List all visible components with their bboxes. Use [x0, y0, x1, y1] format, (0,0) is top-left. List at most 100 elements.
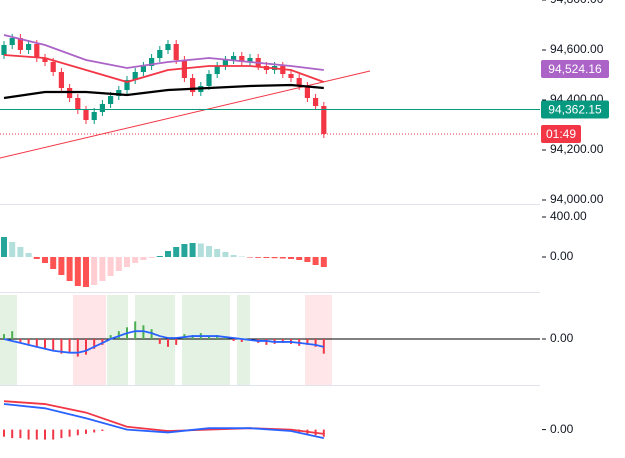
candle-body — [124, 80, 130, 90]
countdown: 01:49 — [546, 127, 576, 141]
histogram-bar — [85, 339, 87, 355]
candle-body — [222, 60, 228, 66]
histogram-bar — [60, 339, 63, 354]
histogram-bar — [232, 339, 235, 341]
histogram-bar — [214, 249, 221, 257]
histogram-bar — [281, 339, 284, 343]
candle-body — [1, 45, 7, 55]
histogram-bar — [33, 257, 40, 259]
histogram-bar — [115, 257, 122, 271]
candle-body — [42, 58, 48, 62]
histogram-bar — [50, 257, 57, 269]
indicator-line — [3, 330, 325, 354]
histogram-bar — [93, 429, 96, 433]
histogram-bar — [74, 257, 81, 286]
y-tick-label: 400.00 — [550, 209, 587, 223]
candle-body — [149, 58, 155, 66]
histogram-bar — [167, 339, 169, 347]
histogram-bar — [140, 257, 147, 260]
candle-body — [157, 50, 163, 58]
histogram-bar — [101, 429, 104, 432]
candle-body — [313, 98, 319, 106]
price-label-box — [541, 59, 609, 78]
histogram-bar — [52, 339, 55, 351]
shade — [305, 295, 332, 385]
candle-body — [296, 78, 302, 86]
histogram-bar — [230, 255, 237, 257]
candle-body — [26, 44, 32, 50]
histogram-bar — [206, 246, 212, 257]
histogram-bar — [189, 243, 196, 257]
histogram-bar — [19, 429, 22, 439]
indicator-line — [3, 34, 324, 71]
indicator-line — [3, 83, 324, 100]
histogram-bar — [271, 257, 278, 259]
indicator-line — [3, 400, 324, 435]
price-label: 94,524.16 — [548, 62, 602, 76]
histogram-bar — [132, 257, 139, 263]
histogram-bar — [1, 237, 7, 257]
candle-body — [140, 66, 146, 72]
histogram-bar — [117, 331, 120, 339]
histogram-bar — [222, 252, 229, 257]
histogram-bar — [306, 339, 309, 345]
y-tick-label: 94,800.00 — [550, 0, 604, 6]
histogram-bar — [76, 429, 79, 436]
histogram-bar — [148, 257, 155, 258]
countdown-box — [541, 125, 581, 143]
histogram-bar — [3, 429, 5, 437]
histogram-bar — [288, 257, 294, 259]
histogram-bar — [76, 339, 79, 357]
candle-body — [214, 66, 220, 74]
y-tick-label: 94,600.00 — [550, 42, 604, 56]
candle-body — [132, 72, 138, 80]
candle-body — [165, 44, 171, 50]
histogram-bar — [191, 335, 194, 339]
histogram-bar — [35, 339, 38, 347]
histogram-bar — [124, 257, 130, 267]
histogram-bar — [175, 339, 178, 345]
candle-body — [91, 112, 97, 120]
y-tick-label: 94,000.00 — [550, 192, 604, 206]
histogram-bar — [150, 329, 153, 339]
histogram-bar — [27, 429, 30, 440]
histogram-bar — [216, 335, 219, 339]
candle-body — [304, 86, 310, 98]
candle-body — [321, 106, 327, 134]
histogram-bar — [3, 334, 5, 339]
histogram-bar — [265, 339, 268, 345]
histogram-bar — [255, 257, 262, 258]
histogram-bar — [247, 257, 253, 258]
candle-body — [206, 74, 212, 86]
histogram-bar — [93, 339, 96, 349]
histogram-bar — [25, 253, 32, 257]
histogram-bar — [142, 325, 145, 339]
candle-body — [116, 90, 122, 96]
candle-body — [58, 72, 64, 88]
candle-body — [108, 96, 114, 104]
histogram-bar — [68, 339, 71, 353]
candle-body — [50, 62, 56, 72]
histogram-bar — [27, 339, 30, 344]
indicator-line — [3, 403, 324, 439]
histogram-bar — [17, 247, 24, 257]
histogram-bar — [85, 429, 87, 434]
histogram-bar — [158, 339, 161, 344]
y-tick-label: 0.00 — [550, 422, 574, 436]
candle-body — [173, 44, 179, 60]
histogram-bar — [19, 339, 22, 342]
histogram-bar — [165, 251, 171, 257]
histogram-bar — [238, 256, 245, 257]
histogram-bar — [44, 429, 46, 440]
candle-body — [247, 58, 253, 62]
histogram-bar — [66, 257, 73, 281]
histogram-bar — [224, 337, 227, 339]
histogram-bar — [312, 257, 319, 265]
candle-body — [99, 104, 105, 112]
histogram-bar — [109, 335, 112, 339]
histogram-bar — [11, 429, 14, 439]
trend-line — [0, 70, 371, 159]
histogram-bar — [68, 429, 71, 437]
shade — [182, 295, 230, 385]
histogram-bar — [314, 339, 317, 347]
